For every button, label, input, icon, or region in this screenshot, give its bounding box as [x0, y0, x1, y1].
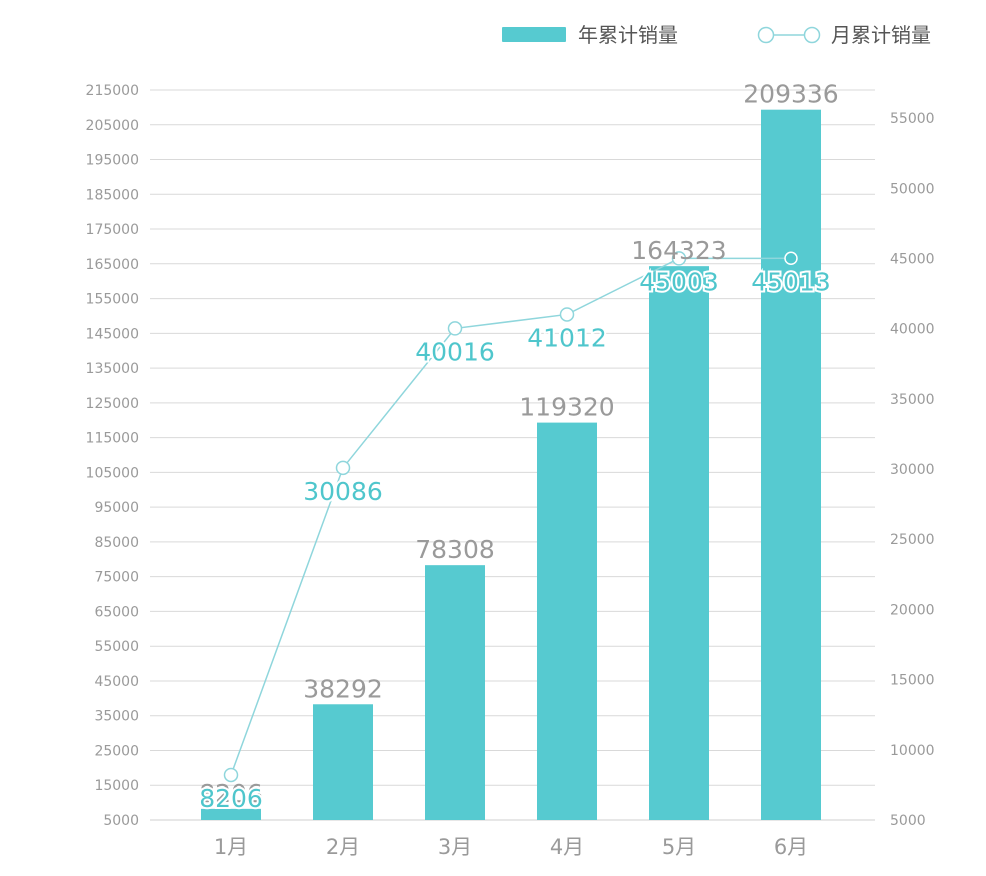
- left-tick-label: 105000: [86, 465, 139, 481]
- left-tick-label: 135000: [86, 361, 139, 377]
- left-tick-label: 195000: [86, 153, 139, 169]
- line-point: [447, 321, 463, 336]
- right-tick-label: 5000: [890, 813, 926, 829]
- right-tick-label: 25000: [890, 532, 935, 548]
- line-point: [559, 307, 575, 322]
- bar-data-label: 8206: [199, 779, 263, 808]
- bar-data-labels: 8206 38292 78308 119320 164323 209336: [199, 80, 839, 808]
- legend: 年累计销量 月累计销量: [502, 23, 931, 47]
- left-tick-label: 35000: [94, 709, 139, 725]
- bar-series: [201, 109, 821, 820]
- x-axis: 1月 2月 3月 4月 5月 6月: [214, 835, 808, 859]
- line-data-label: 40016: [415, 337, 495, 366]
- bar: [313, 704, 373, 820]
- bar-data-label: 164323: [631, 236, 726, 265]
- gridlines: [150, 89, 875, 821]
- line-point: [223, 767, 239, 783]
- left-tick-label: 65000: [94, 604, 139, 620]
- series-line: [230, 257, 792, 776]
- left-tick-label: 165000: [86, 257, 139, 273]
- line-data-label: 45013: [751, 267, 831, 296]
- line-data-label: 8206: [199, 784, 263, 813]
- bar-data-label: 38292: [303, 674, 383, 703]
- line-series: [223, 251, 798, 783]
- line-point: [671, 251, 687, 266]
- x-tick-label: 4月: [550, 835, 584, 859]
- right-tick-label: 35000: [890, 392, 935, 408]
- right-tick-label: 15000: [890, 673, 935, 689]
- right-axis: 5000 10000 15000 20000 25000 30000 35000 40000 4…: [890, 111, 935, 829]
- right-tick-label: 50000: [890, 181, 935, 197]
- left-tick-label: 45000: [94, 674, 139, 690]
- x-tick-label: 3月: [438, 835, 472, 859]
- left-tick-label: 75000: [94, 570, 139, 586]
- left-axis: 5000 15000 25000 35000 45000 55000 65000 75000 8…: [86, 83, 139, 829]
- line-point: [335, 460, 351, 476]
- line-data-label: 45003: [639, 267, 719, 296]
- x-tick-label: 6月: [774, 835, 808, 859]
- left-tick-label: 95000: [94, 500, 139, 516]
- right-tick-label: 20000: [890, 602, 935, 618]
- legend-line-label: 月累计销量: [831, 23, 931, 47]
- x-tick-label: 2月: [326, 835, 360, 859]
- left-tick-label: 25000: [94, 743, 139, 759]
- bar: [537, 422, 597, 820]
- left-tick-label: 55000: [94, 639, 139, 655]
- bar-data-label: 78308: [415, 535, 495, 564]
- x-tick-label: 1月: [214, 835, 248, 859]
- left-tick-label: 5000: [103, 813, 139, 829]
- line-data-label: 30086: [303, 477, 383, 506]
- left-tick-label: 85000: [94, 535, 139, 551]
- left-tick-label: 115000: [86, 431, 139, 447]
- left-tick-label: 205000: [86, 118, 139, 134]
- bar: [201, 808, 261, 820]
- bar-data-label: 209336: [743, 80, 838, 109]
- bar: [425, 565, 485, 820]
- legend-bar-swatch: [502, 27, 566, 42]
- left-tick-label: 15000: [94, 778, 139, 794]
- line-data-label: 41012: [527, 323, 607, 352]
- right-tick-label: 30000: [890, 462, 935, 478]
- left-tick-label: 155000: [86, 292, 139, 308]
- right-tick-label: 45000: [890, 251, 935, 267]
- left-tick-label: 145000: [86, 326, 139, 342]
- bar: [649, 266, 709, 820]
- right-tick-label: 55000: [890, 111, 935, 127]
- line-point: [784, 251, 798, 266]
- legend-line-marker: [803, 26, 821, 44]
- left-tick-label: 185000: [86, 187, 139, 203]
- bar-data-label: 119320: [519, 393, 614, 422]
- legend-bar-label: 年累计销量: [578, 23, 678, 47]
- right-tick-label: 40000: [890, 322, 935, 338]
- x-tick-label: 5月: [662, 835, 696, 859]
- line-data-labels: 8206 30086 40016 41012 45003 45013: [197, 265, 833, 815]
- left-tick-label: 215000: [86, 83, 139, 99]
- left-tick-label: 175000: [86, 222, 139, 238]
- left-tick-label: 125000: [86, 396, 139, 412]
- bar: [761, 109, 821, 820]
- right-tick-label: 10000: [890, 743, 935, 759]
- legend-line-marker: [757, 26, 775, 44]
